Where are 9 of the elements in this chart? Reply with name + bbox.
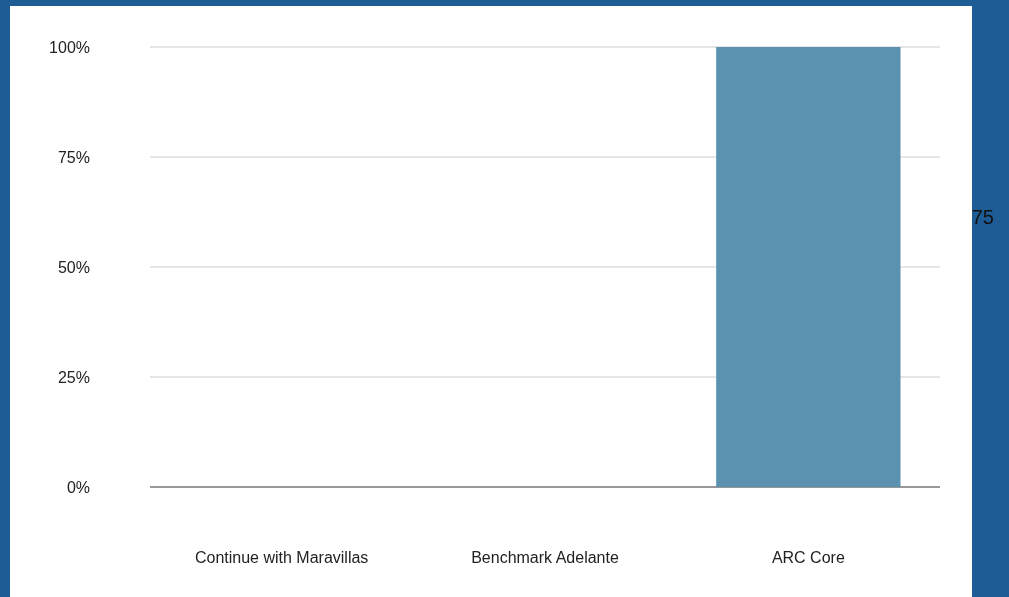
text: 75 bbox=[971, 206, 994, 228]
x-tick-label: ARC Core bbox=[771, 548, 845, 566]
y-tick-label: 75% bbox=[57, 148, 90, 166]
y-tick-label: 50% bbox=[57, 258, 90, 276]
y-tick-label: 100% bbox=[49, 38, 90, 56]
x-tick-label: Benchmark Adelante bbox=[471, 548, 619, 566]
y-tick-label: 25% bbox=[57, 368, 90, 386]
y-tick-label: 0% bbox=[66, 478, 90, 496]
x-tick-label: Continue with Maravillas bbox=[194, 548, 369, 566]
